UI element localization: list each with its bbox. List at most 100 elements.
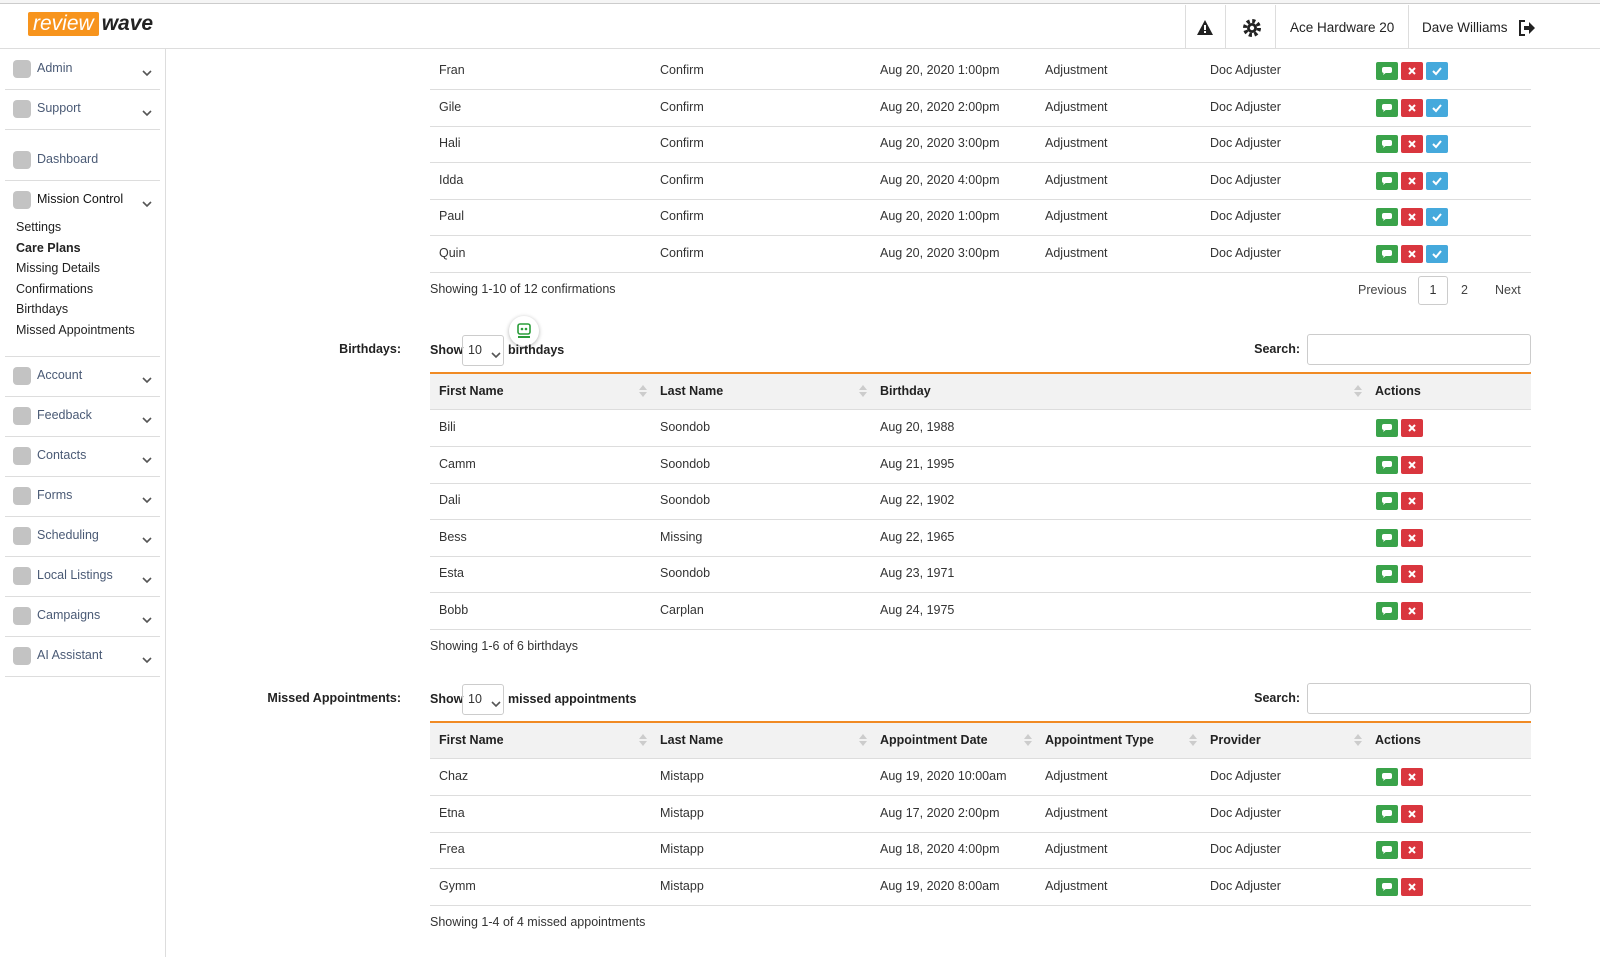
pagination-link[interactable]: Next [1495,283,1521,297]
sort-icon[interactable] [859,385,867,397]
submenu-item[interactable]: Settings [16,220,62,234]
action-button[interactable] [1376,208,1398,226]
chevron[interactable] [142,453,152,463]
action-button[interactable] [1376,171,1398,190]
sidebar-item[interactable]: Feedback [37,407,92,422]
action-button[interactable] [1401,841,1423,859]
action-button[interactable] [1401,804,1423,823]
chevron[interactable] [142,373,152,383]
chevron[interactable] [142,493,152,503]
column-header[interactable]: Birthday [880,384,931,398]
sidebar-item[interactable]: Scheduling [37,527,99,542]
action-button[interactable] [1401,62,1423,80]
column-header[interactable]: First Name [439,733,504,747]
column-header[interactable]: Appointment Type [1045,733,1154,747]
action-button[interactable] [1376,98,1398,117]
action-button[interactable] [1401,171,1423,190]
action-button[interactable] [1426,171,1448,190]
action-button[interactable] [1401,601,1423,620]
action-button[interactable] [1401,135,1423,153]
sidebar-item[interactable]: Contacts [37,447,87,462]
sidebar-item[interactable]: Mission Control [37,192,124,206]
search-input[interactable] [1307,683,1531,714]
column-header[interactable]: Provider [1210,733,1261,747]
page-length-select[interactable]: 10 [462,684,504,715]
sort-icon[interactable] [1354,385,1362,397]
action-button[interactable] [1376,565,1398,583]
pagination-link[interactable]: 2 [1461,283,1468,297]
action-button[interactable] [1376,804,1398,823]
column-header[interactable]: Last Name [660,733,724,747]
column-header[interactable]: Last Name [660,384,724,398]
action-button[interactable] [1401,208,1423,226]
action-button[interactable] [1401,244,1423,263]
sort-icon[interactable] [1024,734,1032,746]
pagination-link[interactable]: Previous [1358,283,1407,297]
action-button[interactable] [1426,244,1448,263]
sidebar-item[interactable]: Forms [37,487,73,502]
sidebar-item[interactable]: AI Assistant [37,647,103,662]
sort-icon[interactable] [639,385,647,397]
page-length-select[interactable]: 10 [462,335,504,366]
action-button[interactable] [1376,455,1398,474]
store-name[interactable]: Ace Hardware 20 [1290,20,1395,35]
action-button[interactable] [1376,135,1398,153]
chevron[interactable] [142,533,152,543]
sort-icon[interactable] [859,734,867,746]
search-input[interactable] [1307,334,1531,365]
sort-icon[interactable] [1354,734,1362,746]
action-button[interactable] [1376,841,1398,859]
column-header[interactable]: Appointment Date [880,733,988,747]
action-button[interactable] [1426,135,1448,153]
sort-icon[interactable] [1189,734,1197,746]
action-button[interactable] [1376,492,1398,510]
chevron[interactable] [142,573,152,583]
sidebar-item[interactable]: Dashboard [37,152,99,166]
user-name[interactable]: Dave Williams [1422,20,1508,35]
chevron[interactable] [142,66,152,77]
action-button[interactable] [1426,208,1448,226]
alert-icon[interactable] [1197,20,1213,35]
sidebar-item[interactable]: Admin [37,61,73,75]
action-button[interactable] [1376,419,1398,437]
sidebar-item[interactable]: Account [37,367,83,382]
chevron[interactable] [142,613,152,623]
settings-icon[interactable] [1243,19,1261,37]
action-button[interactable] [1376,244,1398,263]
action-button[interactable] [1401,565,1423,583]
action-button[interactable] [1376,877,1398,896]
action-button[interactable] [1376,62,1398,80]
action-button[interactable] [1401,455,1423,474]
chevron[interactable] [142,653,152,663]
chevron[interactable] [142,106,152,117]
logout-icon[interactable] [1518,20,1536,36]
action-button[interactable] [1376,768,1398,786]
sidebar-item[interactable]: Support [37,101,81,115]
sidebar-item[interactable]: Campaigns [37,607,101,622]
action-button[interactable] [1376,528,1398,547]
submenu-item[interactable]: Confirmations [16,281,94,296]
action-button[interactable] [1401,492,1423,510]
submenu-item[interactable]: Missing Details [16,261,101,276]
submenu-item[interactable]: Care Plans [16,240,81,255]
action-button[interactable] [1401,419,1423,437]
column-header[interactable]: Actions [1375,733,1421,747]
column-header[interactable]: Actions [1375,384,1421,398]
submenu-item[interactable]: Missed Appointments [16,323,135,337]
action-button[interactable] [1426,98,1448,117]
sort-icon[interactable] [639,734,647,746]
action-button[interactable] [1401,98,1423,117]
chevron[interactable] [142,197,152,208]
submenu-item[interactable]: Birthdays [16,302,69,317]
action-button[interactable] [1401,877,1423,896]
column-header[interactable]: First Name [439,384,504,398]
widget-button[interactable] [509,316,539,346]
logo[interactable]: review wave [28,12,153,36]
action-button[interactable] [1426,62,1448,80]
sidebar-item[interactable]: Local Listings [37,567,113,582]
pagination-link[interactable]: 1 [1418,276,1448,305]
chevron[interactable] [142,413,152,423]
action-button[interactable] [1401,528,1423,547]
action-button[interactable] [1376,601,1398,620]
action-button[interactable] [1401,768,1423,786]
